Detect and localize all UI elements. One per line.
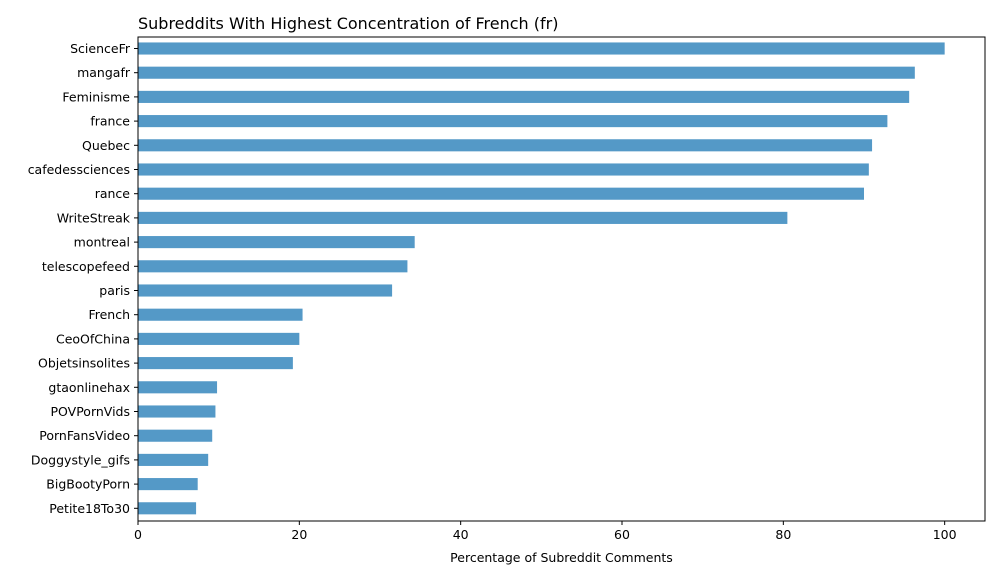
bar-Objetsinsolites bbox=[138, 357, 293, 370]
bar-montreal bbox=[138, 236, 415, 249]
x-tick-label: 60 bbox=[614, 527, 630, 542]
chart-title: Subreddits With Highest Concentration of… bbox=[138, 14, 558, 33]
x-tick-label: 20 bbox=[291, 527, 307, 542]
x-ticks-group: 0 20 40 60 80 100 bbox=[134, 521, 957, 542]
bar-france bbox=[138, 115, 888, 128]
category-label: gtaonlinehax bbox=[48, 380, 130, 395]
category-label: PornFansVideo bbox=[39, 428, 130, 443]
x-tick-label: 0 bbox=[134, 527, 142, 542]
category-label: rance bbox=[95, 186, 131, 201]
category-label: French bbox=[88, 307, 130, 322]
bar-cafedessciences bbox=[138, 163, 869, 176]
category-label: Feminisme bbox=[62, 89, 130, 104]
bar-POVPornVids bbox=[138, 405, 216, 418]
category-label: montreal bbox=[74, 235, 130, 250]
bar-WriteStreak bbox=[138, 211, 788, 224]
category-label: CeoOfChina bbox=[56, 331, 130, 346]
category-label: BigBootyPorn bbox=[46, 477, 130, 492]
category-label: WriteStreak bbox=[57, 210, 131, 225]
category-label: Petite18To30 bbox=[49, 501, 130, 516]
bar-mangafr bbox=[138, 66, 915, 79]
category-label: cafedessciences bbox=[28, 162, 130, 177]
bar-gtaonlinehax bbox=[138, 381, 218, 394]
category-labels-group: ScienceFr mangafr Feminisme france Quebec caf… bbox=[28, 41, 138, 516]
bar-BigBootyPorn bbox=[138, 478, 198, 491]
bar-rance bbox=[138, 187, 864, 200]
x-axis-label: Percentage of Subreddit Comments bbox=[450, 550, 673, 565]
category-label: Objetsinsolites bbox=[38, 356, 130, 371]
x-tick-label: 40 bbox=[453, 527, 469, 542]
bar-ScienceFr bbox=[138, 42, 945, 55]
x-tick-label: 100 bbox=[933, 527, 957, 542]
category-label: POVPornVids bbox=[51, 404, 131, 419]
category-label: mangafr bbox=[77, 65, 131, 80]
category-label: Doggystyle_gifs bbox=[31, 452, 130, 467]
bar-Petite18To30 bbox=[138, 502, 197, 515]
bar-Feminisme bbox=[138, 90, 910, 103]
bar-paris bbox=[138, 284, 393, 297]
bar-telescopefeed bbox=[138, 260, 408, 273]
bar-Doggystyle_gifs bbox=[138, 453, 209, 466]
bar-French bbox=[138, 308, 303, 321]
category-label: france bbox=[90, 114, 130, 129]
x-tick-label: 80 bbox=[775, 527, 791, 542]
category-label: telescopefeed bbox=[42, 259, 130, 274]
category-label: ScienceFr bbox=[70, 41, 131, 56]
bar-PornFansVideo bbox=[138, 429, 213, 442]
bar-Quebec bbox=[138, 139, 873, 152]
bar-CeoOfChina bbox=[138, 332, 300, 345]
category-label: paris bbox=[99, 283, 130, 298]
plot-frame bbox=[137, 36, 986, 522]
bars-group bbox=[138, 42, 945, 515]
category-label: Quebec bbox=[82, 138, 130, 153]
